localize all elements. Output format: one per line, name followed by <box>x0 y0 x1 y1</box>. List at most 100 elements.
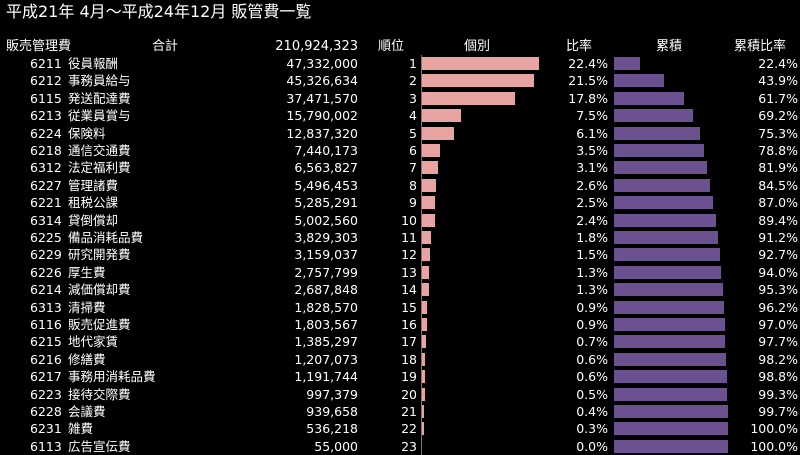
rank: 9 <box>409 195 417 211</box>
rank: 6 <box>409 143 417 158</box>
rank: 8 <box>409 177 417 193</box>
cumulative-bar <box>614 231 718 244</box>
amount: 12,837,320 <box>286 125 358 141</box>
amount: 15,790,002 <box>286 108 358 124</box>
individual-bar <box>422 57 539 70</box>
cumulative-ratio: 95.3% <box>758 282 798 298</box>
cumulative-ratio: 94.0% <box>758 264 798 280</box>
rank: 10 <box>401 212 417 228</box>
cumulative-bar <box>614 126 700 140</box>
cumulative-ratio: 22.4% <box>758 56 798 71</box>
rank: 14 <box>401 282 417 298</box>
individual-bar <box>422 318 427 331</box>
account-name: 広告宣伝費 <box>68 438 131 454</box>
rank: 3 <box>409 90 417 106</box>
individual-bar <box>422 109 462 123</box>
individual-bar <box>422 126 454 140</box>
rank: 11 <box>401 230 417 245</box>
cumulative-bar <box>614 248 720 262</box>
account-code: 6312 <box>30 160 62 176</box>
cumulative-bar <box>614 370 727 384</box>
cumulative-bar <box>614 387 728 401</box>
account-name: 減価償却費 <box>68 282 131 298</box>
account-code: 6215 <box>30 334 62 350</box>
individual-bar <box>422 74 535 88</box>
cumulative-ratio: 87.0% <box>758 195 798 211</box>
cumulative-ratio: 43.9% <box>758 73 798 89</box>
individual-bar <box>422 283 429 297</box>
table-row: 6214 減価償却費 2,687,848 14 1.3% 95.3% <box>0 281 800 298</box>
individual-bar <box>422 196 436 210</box>
rank: 7 <box>409 160 417 176</box>
cumulative-ratio: 89.4% <box>758 212 798 228</box>
cumulative-ratio: 100.0% <box>750 421 798 437</box>
ratio: 0.7% <box>576 334 608 350</box>
amount: 7,440,173 <box>294 143 358 158</box>
cumulative-bar <box>614 213 716 227</box>
account-name: 厚生費 <box>68 264 106 280</box>
account-name: 備品消耗品費 <box>68 230 144 245</box>
table-row: 6313 清掃費 1,828,570 15 0.9% 96.2% <box>0 299 800 316</box>
table-row: 6226 厚生費 2,757,799 13 1.3% 94.0% <box>0 264 800 281</box>
account-name: 接待交際費 <box>68 386 131 402</box>
cumulative-ratio: 81.9% <box>758 160 798 176</box>
header-cumulative-ratio: 累積比率 <box>734 39 787 54</box>
account-code: 6228 <box>30 404 62 419</box>
amount: 1,385,297 <box>294 334 358 350</box>
cumulative-ratio: 97.7% <box>758 334 798 350</box>
account-code: 6211 <box>30 56 62 71</box>
account-code: 6216 <box>30 351 62 367</box>
header-total-value: 210,924,323 <box>275 39 358 54</box>
individual-bar <box>422 213 435 227</box>
ratio: 0.0% <box>576 438 608 454</box>
account-name: 通信交通費 <box>68 143 131 158</box>
rank: 4 <box>409 108 417 124</box>
amount: 3,159,037 <box>294 247 358 263</box>
account-name: 事務員給与 <box>68 73 131 89</box>
account-name: 従業員賞与 <box>68 108 131 124</box>
table-row: 6224 保険料 12,837,320 5 6.1% 75.3% <box>0 125 800 142</box>
individual-bar <box>422 335 426 349</box>
ratio: 22.4% <box>568 56 608 71</box>
amount: 1,207,073 <box>294 351 358 367</box>
ratio: 17.8% <box>568 90 608 106</box>
account-name: 販売促進費 <box>68 317 131 332</box>
account-name: 租税公課 <box>68 195 119 211</box>
table-row: 6215 地代家賃 1,385,297 17 0.7% 97.7% <box>0 333 800 350</box>
account-code: 6115 <box>30 90 62 106</box>
amount: 2,757,799 <box>294 264 358 280</box>
rank: 23 <box>401 438 417 454</box>
account-code: 6213 <box>30 108 62 124</box>
amount: 939,658 <box>306 404 358 419</box>
individual-bar <box>422 370 426 384</box>
table-row: 6113 広告宣伝費 55,000 23 0.0% 100.0% <box>0 438 800 455</box>
ratio: 1.3% <box>576 282 608 298</box>
cumulative-bar <box>614 318 725 331</box>
ratio: 0.9% <box>576 299 608 315</box>
account-code: 6314 <box>30 212 62 228</box>
rank: 18 <box>401 351 417 367</box>
cumulative-ratio: 78.8% <box>758 143 798 158</box>
amount: 45,326,634 <box>286 73 358 89</box>
ratio: 0.5% <box>576 386 608 402</box>
table-row: 6217 事務用消耗品費 1,191,744 19 0.6% 98.8% <box>0 368 800 385</box>
cumulative-bar <box>614 335 726 349</box>
individual-bar <box>422 352 426 366</box>
ratio: 2.4% <box>576 212 608 228</box>
header-cumulative: 累積 <box>656 39 683 54</box>
table-row: 6221 租税公課 5,285,291 9 2.5% 87.0% <box>0 194 800 211</box>
header-individual: 個別 <box>464 39 491 54</box>
ratio: 2.5% <box>576 195 608 211</box>
table-row: 6218 通信交通費 7,440,173 6 3.5% 78.8% <box>0 142 800 159</box>
amount: 536,218 <box>306 421 358 437</box>
account-code: 6225 <box>30 230 62 245</box>
amount: 5,285,291 <box>294 195 358 211</box>
account-code: 6221 <box>30 195 62 211</box>
header-ratio: 比率 <box>566 39 593 54</box>
cumulative-ratio: 69.2% <box>758 108 798 124</box>
account-code: 6231 <box>30 421 62 437</box>
account-code: 6227 <box>30 177 62 193</box>
cumulative-bar <box>614 352 726 366</box>
page-title: 平成21年 4月～平成24年12月 販管費一覧 <box>6 2 312 21</box>
table-row: 6212 事務員給与 45,326,634 2 21.5% 43.9% <box>0 72 800 89</box>
